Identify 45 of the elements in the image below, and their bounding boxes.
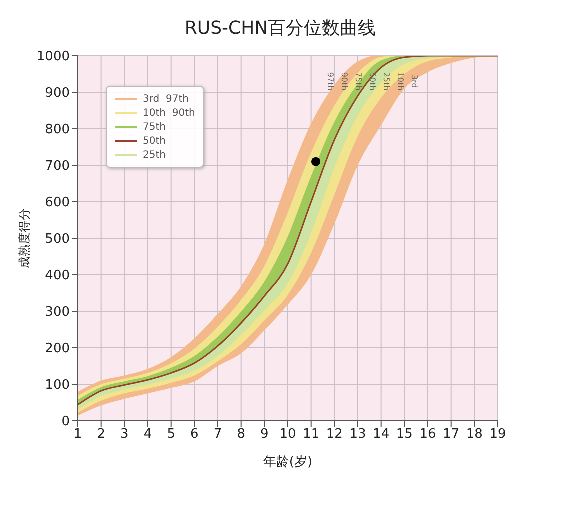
y-tick-label: 500 [45, 232, 70, 248]
annotation: 50th [368, 72, 377, 91]
x-tick-label: 17 [443, 427, 460, 442]
x-tick-label: 10 [280, 427, 296, 442]
y-tick-label: 200 [45, 342, 70, 357]
x-tick-label: 18 [466, 427, 483, 442]
x-tick-label: 11 [303, 427, 320, 442]
chart-title: RUS-CHN百分位数曲线 [184, 17, 378, 41]
x-tick-label: 19 [490, 427, 506, 442]
annotation: 25th [382, 72, 391, 91]
x-tick-label: 16 [420, 427, 436, 442]
y-tick-label: 700 [45, 159, 70, 174]
x-axis-title: 年龄(岁) [263, 455, 313, 470]
legend-label: 10th 90th [143, 108, 196, 118]
x-tick-label: 12 [326, 427, 343, 442]
x-tick-label: 9 [260, 427, 269, 442]
y-tick-label: 400 [45, 268, 70, 284]
x-tick-label: 6 [190, 427, 199, 442]
annotation: 97th [326, 72, 335, 91]
y-tick-label: 100 [45, 378, 70, 394]
annotation: 75th [354, 72, 363, 91]
x-tick-label: 4 [144, 427, 152, 442]
y-tick-label: 0 [62, 414, 70, 430]
x-tick-label: 3 [120, 427, 129, 442]
y-tick-label: 300 [45, 305, 70, 320]
x-tick-label: 14 [373, 427, 390, 442]
x-tick-label: 13 [350, 427, 366, 442]
legend-label: 75th [143, 122, 166, 132]
y-tick-label: 1000 [36, 50, 70, 65]
x-tick-label: 1 [74, 427, 82, 442]
x-tick-label: 7 [214, 427, 222, 442]
x-tick-label: 8 [237, 427, 246, 442]
x-tick-label: 15 [396, 427, 413, 442]
annotation: 10th [396, 72, 405, 91]
annotation: 3rd [410, 74, 419, 88]
y-axis-title: 成熟度得分 [17, 208, 32, 268]
legend-label: 3rd 97th [143, 94, 189, 104]
legend-label: 50th [143, 136, 166, 146]
x-tick-label: 2 [97, 427, 106, 442]
x-tick-label: 5 [167, 427, 176, 442]
y-tick-label: 600 [45, 196, 70, 211]
annotation: 90th [340, 72, 349, 91]
y-tick-label: 900 [45, 86, 70, 102]
legend-label: 25th [143, 150, 166, 160]
y-tick-label: 800 [45, 122, 70, 138]
